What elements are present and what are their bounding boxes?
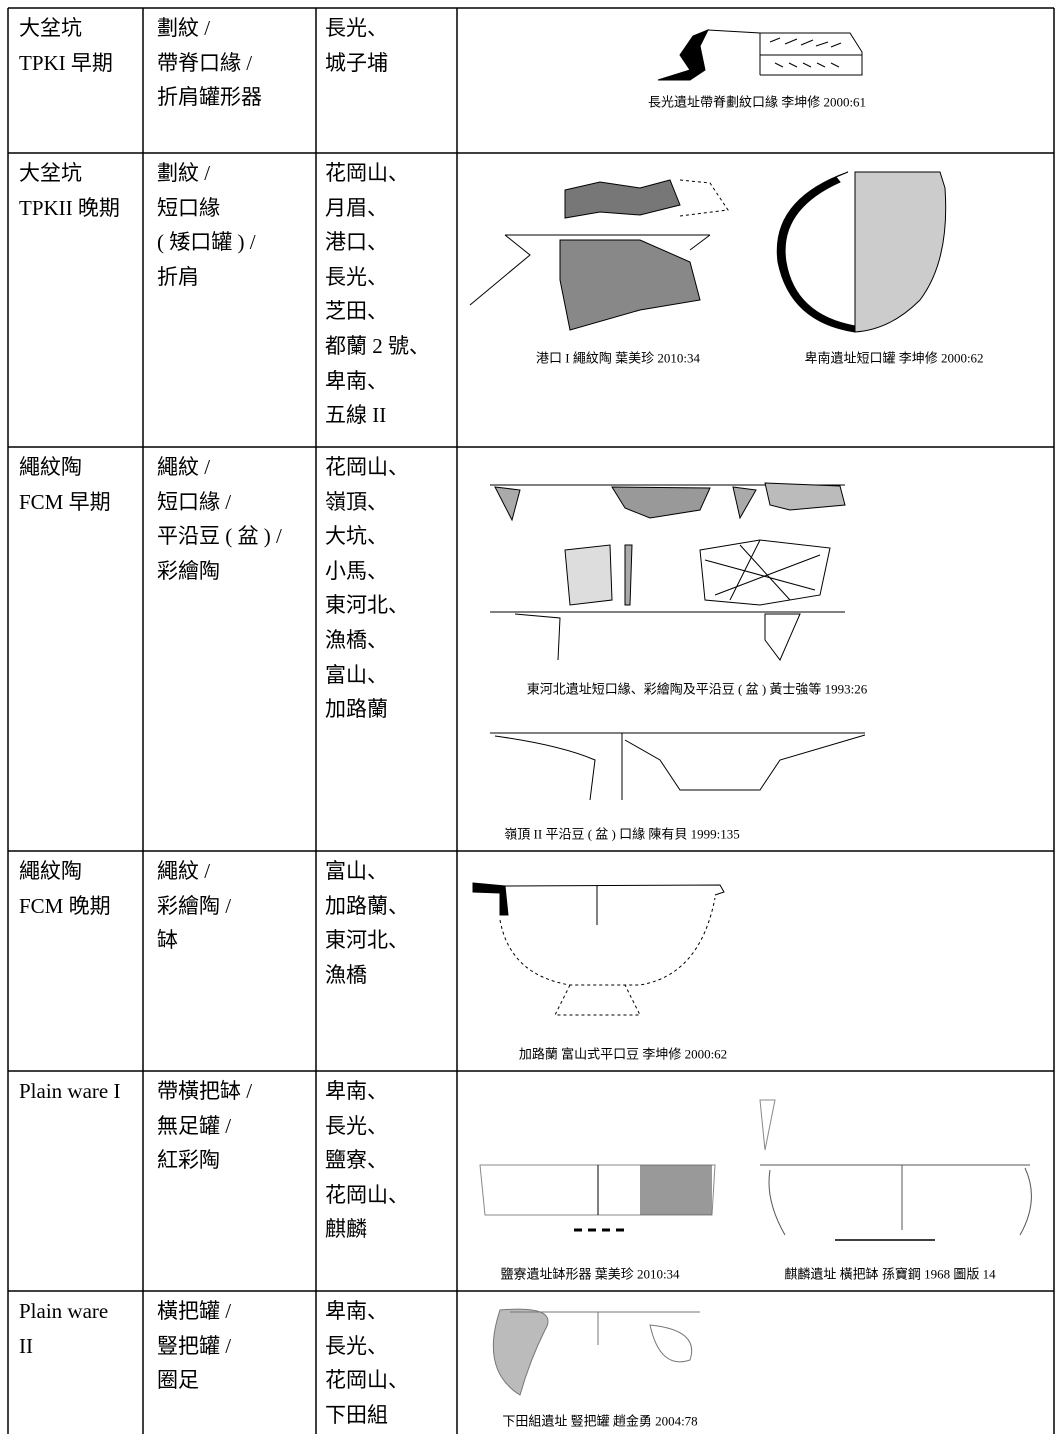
sites-cell: 花岡山、月眉、港口、長光、芝田、都蘭 2 號、 卑南、五線 II: [325, 156, 430, 433]
features-line: 繩紋 /: [157, 859, 211, 883]
figure-caption: 下田組遺址 豎把罐 趙金勇 2004:78: [502, 1413, 698, 1429]
phase-line: 繩紋陶: [19, 859, 82, 883]
sites-line: 富山、: [325, 859, 388, 883]
features-cell: 繩紋 / 短口緣 / 平沿豆 ( 盆 ) / 彩繪陶: [157, 450, 282, 588]
sites-cell: 富山、加路蘭、東河北、漁橋: [325, 854, 409, 992]
features-line: 彩繪陶 /: [157, 893, 232, 918]
sites-line: 鹽寮、: [325, 1148, 388, 1173]
phase-cell: 繩紋陶 FCM 晚期: [19, 854, 111, 923]
features-line: ( 矮口罐 ) /: [157, 230, 256, 255]
sites-cell: 長光、 城子埔: [325, 11, 388, 80]
sites-line: 富山、: [325, 662, 388, 687]
phase-line: Plain ware: [19, 1299, 109, 1323]
pottery-drawing: [472, 882, 725, 1016]
sites-line: 長光、: [325, 1333, 388, 1358]
sites-line: 東河北、: [325, 593, 409, 618]
sites-line: 漁橋: [325, 962, 367, 987]
figure-caption: 卑南遺址短口罐 李坤修 2000:62: [804, 350, 984, 366]
figure-caption: 嶺頂 II 平沿豆 ( 盆 ) 口緣 陳有貝 1999:135: [504, 826, 740, 842]
features-cell: 繩紋 / 彩繪陶 / 缽: [157, 854, 231, 958]
phase-line: 大坌坑: [19, 16, 82, 40]
phase-line: II: [19, 1333, 33, 1358]
features-line: 折肩罐形器: [157, 85, 262, 110]
phase-line: TPKI 早期: [19, 50, 113, 75]
sites-line: 麒麟: [325, 1217, 367, 1242]
sites-line: 長光、: [325, 16, 388, 40]
features-line: 劃紋 /: [157, 161, 211, 185]
figure-caption: 港口 I 繩紋陶 葉美珍 2010:34: [536, 350, 700, 366]
sites-line: 五線 II: [325, 403, 387, 428]
features-line: 劃紋 /: [157, 16, 211, 40]
figure-caption: 長光遺址帶脊劃紋口緣 李坤修 2000:61: [647, 94, 867, 110]
phase-line: 大坌坑: [19, 161, 82, 185]
sites-line: 大坑、: [325, 524, 388, 549]
features-line: 折肩: [157, 264, 199, 289]
phase-line: TPKII 晚期: [19, 195, 120, 220]
pottery-drawing: [492, 1308, 700, 1396]
features-cell: 橫把罐 / 豎把罐 / 圈足: [157, 1294, 231, 1398]
features-line: 彩繪陶: [157, 558, 220, 583]
sites-line: 芝田、: [325, 299, 388, 324]
sites-line: 花岡山、: [325, 1368, 409, 1393]
features-cell: 帶橫把缽 / 無足罐 / 紅彩陶: [157, 1074, 252, 1178]
features-line: 短口緣: [157, 195, 220, 220]
features-line: 短口緣 /: [157, 489, 232, 514]
phase-line: FCM 晚期: [19, 893, 111, 918]
features-line: 紅彩陶: [157, 1148, 220, 1173]
sites-line: 東河北、: [325, 928, 409, 953]
figure-caption: 加路蘭 富山式平口豆 李坤修 2000:62: [518, 1046, 728, 1062]
sites-line: 卑南、: [325, 1299, 388, 1323]
sites-line: 花岡山、: [325, 1182, 409, 1207]
features-line: 豎把罐 /: [157, 1333, 232, 1358]
features-line: 圈足: [157, 1368, 199, 1393]
sites-line: 長光、: [325, 264, 388, 289]
sites-line: 加路蘭: [325, 697, 388, 722]
phase-line: Plain ware I: [19, 1079, 121, 1103]
sites-line: 漁橋、: [325, 627, 388, 652]
sites-line: 嶺頂、: [325, 489, 388, 514]
sites-line: 長光、: [325, 1113, 388, 1138]
phase-line: 繩紋陶: [19, 455, 82, 479]
features-line: 繩紋 /: [157, 455, 211, 479]
features-line: 無足罐 /: [157, 1113, 232, 1138]
phase-cell: 繩紋陶 FCM 早期: [19, 450, 111, 519]
sites-line: 港口、: [325, 230, 388, 255]
table-grid: [7, 7, 1055, 1434]
phase-cell: 大坌坑 TPKII 晚期: [19, 156, 120, 225]
sites-cell: 花岡山、嶺頂、大坑、小馬、東河北、漁橋、富山、加路蘭: [325, 450, 409, 727]
figure-caption: 麒麟遺址 橫把缽 孫寶鋼 1968 圖版 14: [784, 1266, 996, 1282]
phase-cell: Plain ware II: [19, 1294, 108, 1363]
pottery-drawing: [469, 171, 947, 333]
sites-line: 卑南、: [325, 368, 388, 393]
figure-caption: 東河北遺址短口緣、彩繪陶及平沿豆 ( 盆 ) 黃士強等 1993:26: [526, 681, 868, 697]
phase-line: FCM 早期: [19, 489, 111, 514]
phase-cell: 大坌坑 TPKI 早期: [19, 11, 113, 80]
sites-line: 都蘭 2 號、: [325, 333, 430, 358]
features-cell: 劃紋 / 帶脊口緣 / 折肩罐形器: [157, 11, 262, 115]
sites-cell: 卑南、長光、鹽寮、花岡山、麒麟: [325, 1074, 409, 1247]
sites-line: 城子埔: [325, 50, 388, 75]
sites-line: 卑南、: [325, 1079, 388, 1103]
features-line: 帶橫把缽 /: [157, 1079, 253, 1103]
sites-line: 下田組: [325, 1402, 388, 1427]
sites-line: 小馬、: [325, 558, 388, 583]
features-line: 缽: [157, 928, 178, 953]
sites-line: 花岡山、: [325, 455, 409, 479]
sites-line: 月眉、: [325, 195, 388, 220]
features-line: 帶脊口緣 /: [157, 50, 253, 75]
sites-cell: 卑南、長光、花岡山、下田組: [325, 1294, 409, 1432]
sites-line: 花岡山、: [325, 161, 409, 185]
features-line: 橫把罐 /: [157, 1299, 232, 1323]
features-line: 平沿豆 ( 盆 ) /: [157, 524, 282, 549]
sites-line: 加路蘭、: [325, 893, 409, 918]
pottery-drawing: [490, 482, 866, 801]
pottery-drawing: [657, 29, 863, 81]
pottery-drawing: [479, 1099, 1032, 1241]
figure-caption: 鹽寮遺址缽形器 葉美珍 2010:34: [500, 1266, 680, 1282]
features-cell: 劃紋 / 短口緣 ( 矮口罐 ) / 折肩: [157, 156, 256, 294]
phase-cell: Plain ware I: [19, 1074, 120, 1109]
